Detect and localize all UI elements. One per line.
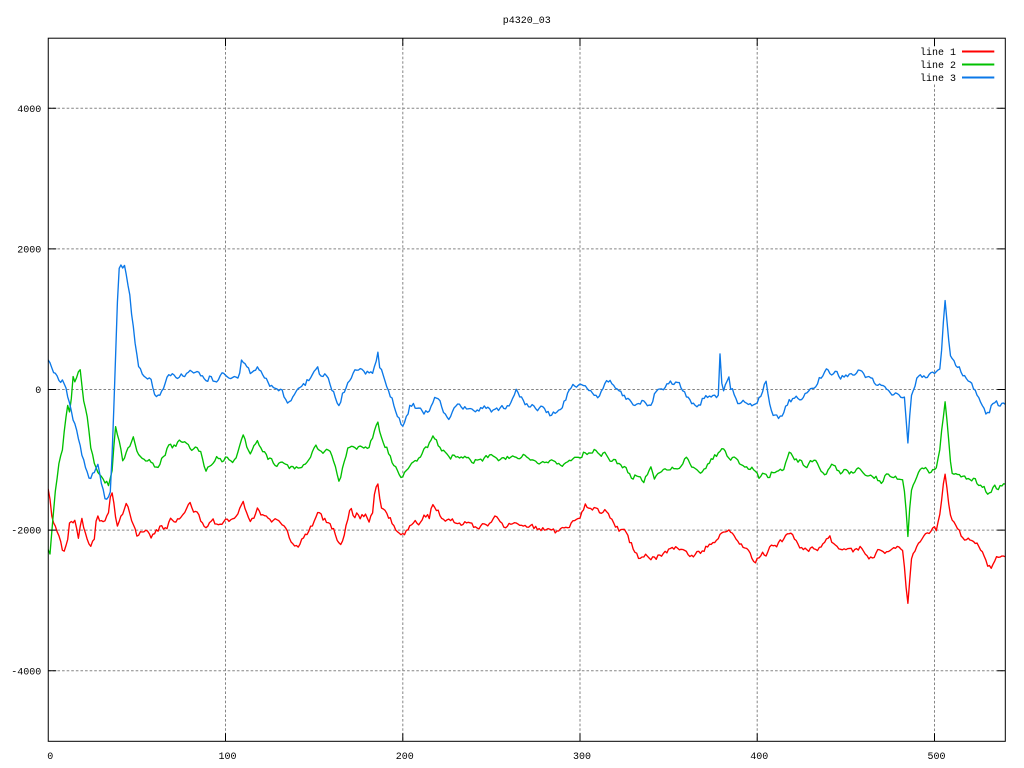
svg-text:-4000: -4000 (11, 667, 41, 678)
svg-text:400: 400 (750, 752, 768, 763)
svg-text:4000: 4000 (17, 105, 41, 116)
svg-text:line 1: line 1 (920, 47, 956, 59)
svg-text:500: 500 (927, 752, 945, 763)
svg-text:-2000: -2000 (11, 527, 41, 538)
svg-text:300: 300 (573, 752, 591, 763)
svg-text:line 2: line 2 (920, 60, 956, 72)
svg-text:line 3: line 3 (920, 73, 956, 85)
svg-text:0: 0 (47, 752, 53, 763)
svg-text:p4320_03: p4320_03 (503, 16, 551, 27)
svg-text:0: 0 (35, 386, 41, 397)
svg-text:2000: 2000 (17, 245, 41, 256)
svg-text:200: 200 (396, 752, 414, 763)
svg-text:100: 100 (218, 752, 236, 763)
